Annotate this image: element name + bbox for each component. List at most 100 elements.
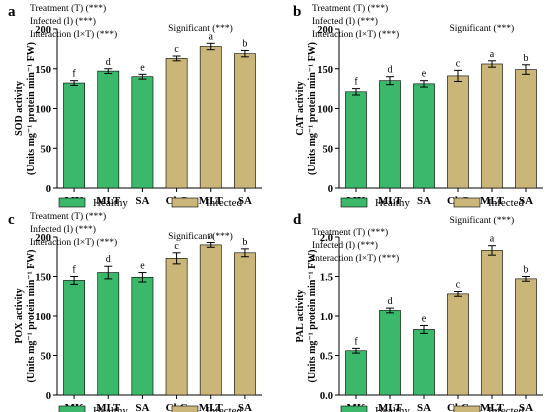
annotation-text: Infected (I) (***) [30, 16, 96, 27]
legend-swatch-healthy [58, 197, 86, 208]
y-tick-label: 100 [317, 105, 333, 116]
y-tick-label: 0 [328, 184, 333, 195]
x-tick-label: SA [238, 195, 252, 207]
significance-label: Significant (***) [168, 231, 233, 242]
annotation-text: Interaction (I×T) (***) [30, 29, 117, 40]
chart-panel-c: c Treatment (T) (***) Infected (I) (***) In… [8, 211, 262, 412]
panel-letter: d [293, 212, 302, 228]
annotation-text: Infected (I) (***) [312, 240, 378, 251]
y-tick-label: 2.0 [320, 233, 333, 244]
bar [481, 250, 503, 396]
bar [234, 53, 256, 189]
significance-letter: c [456, 280, 461, 291]
bar [199, 244, 222, 396]
legend-swatch-infected [171, 197, 199, 208]
bar [199, 46, 222, 189]
annotation-text: Infected (I) (***) [30, 224, 96, 235]
significance-label: Significant (***) [449, 23, 514, 34]
annotation-text: Treatment (T) (***) [312, 227, 388, 238]
bar [131, 276, 154, 396]
legend-label-healthy: Healthy [93, 197, 128, 209]
y-tick-label: 100 [35, 105, 51, 116]
significance-letter: b [242, 237, 247, 248]
significance-letter: d [388, 296, 393, 307]
x-tick-label: MLT [480, 402, 505, 412]
significance-letter: f [354, 77, 358, 88]
legend-label-infected: Infected [488, 405, 525, 412]
annotation-text: Treatment (T) (***) [312, 3, 388, 14]
bar [131, 76, 154, 189]
significance-letter: e [422, 69, 427, 80]
significance-letter: b [242, 38, 247, 49]
significance-letter: c [174, 44, 179, 55]
y-tick-label: 0 [46, 184, 51, 195]
bar [165, 58, 188, 189]
significance-label: Significant (***) [168, 23, 233, 34]
panel-letter: b [293, 4, 301, 20]
significance-letter: d [388, 65, 393, 76]
significance-letter: d [106, 254, 111, 265]
significance-letter: e [140, 261, 145, 272]
significance-letter: c [174, 241, 179, 252]
bar [63, 82, 85, 189]
bar [345, 350, 367, 396]
y-tick-label: 1.0 [320, 312, 333, 323]
significance-letter: b [524, 53, 529, 64]
x-tick-label: SA [417, 195, 431, 207]
x-tick-label: MLT [378, 195, 403, 207]
x-tick-label: SA [519, 195, 533, 207]
legend: Healthy Infected [58, 405, 243, 412]
x-tick-label: MLT [378, 402, 403, 412]
significance-letter: f [72, 265, 76, 276]
y-axis-label-line: (Units mg⁻¹ protein min⁻¹ FW) [307, 42, 318, 175]
bar [97, 272, 120, 396]
significance-letter: b [524, 265, 529, 276]
y-tick-label: 150 [35, 65, 51, 76]
bar [515, 278, 537, 396]
bar [234, 252, 256, 396]
y-tick-label: 150 [35, 273, 51, 284]
x-tick-label: MLT [199, 195, 224, 207]
legend: Healthy Infected [58, 197, 243, 209]
bar [413, 329, 435, 396]
legend-swatch-healthy [340, 197, 368, 208]
x-tick-label: MLT [96, 195, 121, 207]
annotation-text: Interaction (I×T) (***) [30, 237, 117, 248]
y-tick-label: 1.5 [320, 273, 333, 284]
y-axis-label-line: CAT activity [295, 81, 306, 135]
significance-letter: e [422, 313, 427, 324]
y-axis-label-line: PAL activity [295, 290, 306, 343]
annotation-text: Treatment (T) (***) [30, 3, 106, 14]
y-tick-label: 150 [317, 65, 333, 76]
chart-panel-b: b Treatment (T) (***) Infected (I) (***) In… [293, 3, 543, 209]
annotation-text: Interaction (I×T) (***) [312, 29, 399, 40]
x-tick-label: SA [417, 402, 431, 412]
bar [413, 83, 435, 189]
y-tick-label: 100 [35, 312, 51, 323]
bar [165, 258, 188, 396]
y-tick-label: 0.5 [320, 352, 333, 363]
y-axis-label-line: (Units mg⁻¹ protein min⁻¹ FW) [26, 249, 37, 382]
annotation-text: Interaction (I×T) (***) [312, 253, 399, 264]
x-tick-label: SA [238, 402, 252, 412]
legend-swatch-healthy [58, 405, 86, 412]
x-tick-label: SA [135, 402, 149, 412]
x-tick-label: SA [519, 402, 533, 412]
x-tick-label: MLT [480, 195, 505, 207]
legend: Healthy Infected [340, 405, 525, 412]
significance-label: Significant (***) [449, 215, 514, 226]
y-tick-label: 200 [35, 233, 51, 244]
y-axis-label-line: SOD activity [14, 81, 25, 136]
legend-label-healthy: Healthy [375, 405, 410, 412]
y-tick-label: 200 [317, 25, 333, 36]
legend: Healthy Infected [340, 197, 525, 209]
significance-letter: d [106, 57, 111, 68]
y-axis-label-line: (Units mg⁻¹ protein min⁻¹ FW) [26, 42, 37, 175]
significance-letter: c [456, 58, 461, 69]
bar [379, 80, 401, 189]
significance-letter: a [490, 49, 495, 60]
annotation-text: Infected (I) (***) [312, 16, 378, 27]
chart-panel-a: a Treatment (T) (***) Infected (I) (***) In… [8, 3, 262, 209]
panel-letter: a [8, 4, 16, 20]
y-axis-label: CAT activity (Units mg⁻¹ protein min⁻¹ FW… [295, 42, 318, 175]
